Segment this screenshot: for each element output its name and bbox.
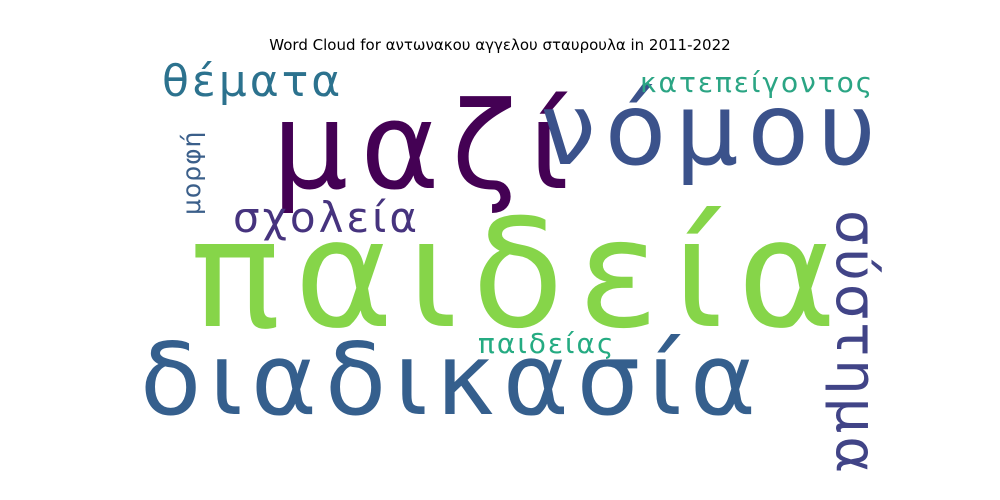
word-6: σχολεία [233, 193, 420, 242]
word-5: θέματα [162, 56, 343, 107]
word-3: διαδικασία [140, 321, 764, 438]
word-9: παιδείας [478, 327, 615, 360]
word-2: νόμου [540, 71, 885, 188]
word-0: παιδεία [190, 188, 850, 362]
word-4: σύστημα [823, 210, 888, 476]
word-7: κατεπείγοντος [640, 66, 874, 99]
chart-title: Word Cloud for αντωνακου αγγελου σταυρου… [269, 36, 731, 54]
word-8: μορφή [177, 131, 206, 215]
word-1: μαζί [272, 78, 581, 217]
